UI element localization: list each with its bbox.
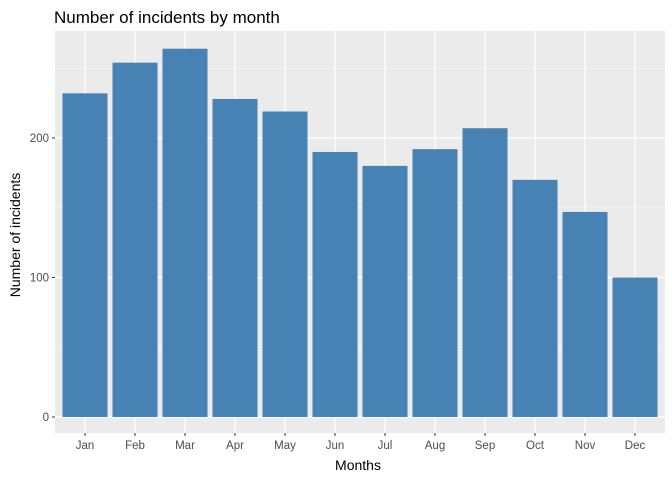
bar-sep	[462, 128, 508, 418]
bar-oct	[512, 179, 558, 417]
bar-dec	[612, 277, 658, 417]
x-tick-label-aug: Aug	[425, 440, 445, 452]
bar-apr	[212, 98, 258, 417]
x-tick-label-jan: Jan	[76, 440, 95, 452]
bar-jul	[362, 165, 408, 417]
axes: 0 100 200 Jan Feb Mar Apr May Jun Jul Aug Sep Oct Nov…	[30, 133, 646, 452]
bar-feb	[112, 62, 158, 418]
bar-nov	[562, 211, 608, 417]
x-tick-label-jul: Jul	[378, 440, 393, 452]
x-tick-label-dec: Dec	[625, 440, 646, 452]
x-tick-label-nov: Nov	[575, 440, 596, 452]
y-tick-label: 0	[43, 412, 49, 424]
x-axis-title: Months	[335, 457, 381, 473]
bar-mar	[162, 48, 208, 417]
bar-jun	[312, 151, 358, 417]
chart-title: Number of incidents by month	[54, 8, 280, 27]
bar-jan	[62, 93, 108, 418]
y-axis-title: Number of incidents	[7, 173, 23, 298]
x-tick-label-apr: Apr	[226, 440, 244, 452]
x-tick-label-jun: Jun	[326, 440, 345, 452]
y-tick-label: 200	[30, 133, 49, 145]
bar-aug	[412, 149, 458, 417]
x-tick-label-mar: Mar	[175, 440, 195, 452]
x-tick-label-sep: Sep	[475, 440, 495, 452]
bars	[62, 48, 658, 418]
x-tick-label-feb: Feb	[125, 440, 145, 452]
y-tick-label: 100	[30, 273, 49, 285]
bar-may	[262, 111, 308, 418]
x-tick-label-may: May	[274, 440, 296, 452]
x-tick-label-oct: Oct	[526, 440, 545, 452]
